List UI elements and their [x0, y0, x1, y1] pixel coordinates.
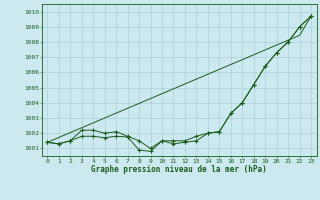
X-axis label: Graphe pression niveau de la mer (hPa): Graphe pression niveau de la mer (hPa): [91, 165, 267, 174]
